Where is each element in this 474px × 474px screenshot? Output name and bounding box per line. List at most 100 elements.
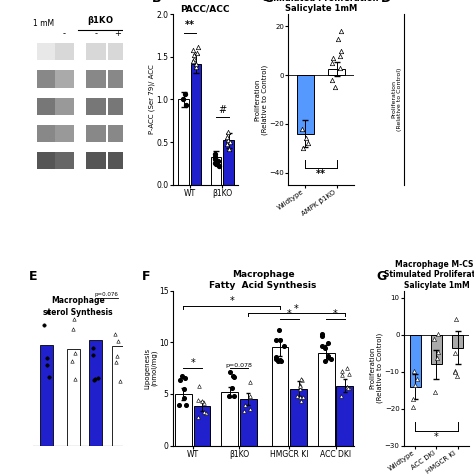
Point <box>44 309 51 316</box>
Point <box>246 393 254 401</box>
Bar <box>37 125 56 142</box>
Point <box>337 64 344 72</box>
Point <box>90 352 97 359</box>
Text: C: C <box>263 0 273 5</box>
Point <box>43 355 51 362</box>
Point <box>272 355 280 363</box>
Point <box>190 57 197 65</box>
Point <box>225 128 232 136</box>
Bar <box>223 140 234 185</box>
Title: Macrophage M-CSF
Stimulated Proliferation
Salicylate 1mM: Macrophage M-CSF Stimulated Proliferatio… <box>263 0 379 13</box>
Point <box>182 101 190 109</box>
Point <box>434 348 441 356</box>
Point <box>319 342 326 350</box>
Point <box>318 333 326 340</box>
Point <box>411 381 419 389</box>
Point <box>111 330 119 337</box>
Point <box>337 27 345 35</box>
Text: *: * <box>333 310 338 319</box>
Bar <box>211 157 221 185</box>
Point <box>230 373 237 381</box>
Bar <box>290 389 307 446</box>
Point <box>276 356 284 364</box>
Text: #: # <box>219 105 227 115</box>
Point <box>334 35 341 42</box>
Point <box>177 376 184 384</box>
Point <box>324 352 331 359</box>
Point <box>223 133 231 141</box>
Text: **: ** <box>316 169 326 180</box>
Point <box>241 407 248 415</box>
Point <box>195 382 203 390</box>
Bar <box>431 335 442 365</box>
Point <box>328 76 336 84</box>
Point <box>182 401 190 409</box>
Point <box>272 336 280 344</box>
Text: E: E <box>29 270 37 283</box>
Point <box>68 357 76 365</box>
Text: 1 mM: 1 mM <box>33 19 55 28</box>
Point <box>193 49 201 56</box>
Point <box>182 374 189 382</box>
Point <box>410 403 417 411</box>
Bar <box>112 346 124 446</box>
Text: *: * <box>229 297 234 307</box>
Point <box>321 345 329 352</box>
Point <box>451 349 459 356</box>
Point <box>433 354 440 362</box>
Point <box>190 55 198 63</box>
Text: -: - <box>63 29 66 38</box>
Point <box>297 383 304 390</box>
Point <box>329 55 337 62</box>
Point <box>337 392 345 400</box>
Point <box>328 59 336 67</box>
Point <box>178 372 185 379</box>
Point <box>276 326 283 334</box>
Point <box>213 157 220 164</box>
Point <box>212 161 219 168</box>
Point <box>298 376 305 384</box>
Bar <box>272 347 289 446</box>
Bar <box>108 98 128 115</box>
Point <box>299 145 307 152</box>
Y-axis label: Proliferation
(Relative to Control): Proliferation (Relative to Control) <box>255 64 268 135</box>
Point <box>410 395 417 403</box>
Point <box>246 379 254 386</box>
Text: *: * <box>294 304 299 314</box>
Point <box>180 394 188 402</box>
Point <box>297 397 305 405</box>
Point <box>190 46 197 54</box>
Point <box>241 401 249 409</box>
Point <box>451 368 459 375</box>
Point <box>322 357 329 365</box>
Point <box>452 315 459 323</box>
Bar <box>55 71 74 88</box>
Bar <box>328 69 345 75</box>
Point <box>194 413 201 420</box>
Text: *: * <box>287 310 292 319</box>
Point <box>69 325 77 333</box>
Bar <box>55 152 74 169</box>
Point <box>274 357 282 365</box>
Point <box>293 392 301 400</box>
Point <box>114 337 121 345</box>
Bar <box>55 43 74 60</box>
Bar <box>55 98 74 115</box>
Point <box>230 392 238 400</box>
Point <box>226 368 234 376</box>
Point <box>225 392 233 400</box>
Bar <box>86 71 106 88</box>
Point <box>327 356 335 363</box>
Y-axis label: Proliferation
(Relative to Control): Proliferation (Relative to Control) <box>392 68 402 131</box>
Point <box>211 155 219 163</box>
Text: B: B <box>152 0 161 5</box>
Bar <box>86 43 106 60</box>
Bar <box>318 353 335 446</box>
Bar <box>337 386 353 446</box>
Point <box>324 353 332 361</box>
Bar <box>193 406 210 446</box>
Point <box>117 377 124 384</box>
Point <box>276 336 283 344</box>
Title: Macrophage M-CSF
Stimulated Proliferation
Salicylate 1mM: Macrophage M-CSF Stimulated Proliferatio… <box>384 260 474 290</box>
Point <box>343 365 351 372</box>
